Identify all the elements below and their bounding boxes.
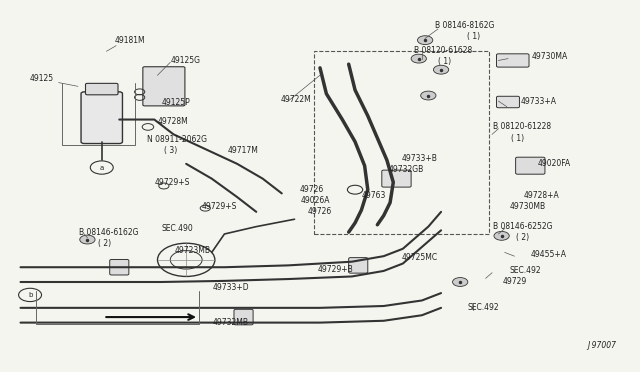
Text: ( 3): ( 3) bbox=[164, 147, 177, 155]
Text: B 08146-6162G: B 08146-6162G bbox=[79, 228, 139, 237]
Circle shape bbox=[420, 91, 436, 100]
FancyBboxPatch shape bbox=[109, 260, 129, 275]
Text: ( 1): ( 1) bbox=[467, 32, 480, 41]
Text: 49733+A: 49733+A bbox=[521, 97, 557, 106]
Text: 49763: 49763 bbox=[362, 191, 386, 200]
Text: 49726: 49726 bbox=[307, 207, 332, 217]
Bar bbox=[314, 51, 489, 234]
Text: 49125G: 49125G bbox=[170, 56, 200, 65]
Text: 49730MA: 49730MA bbox=[532, 52, 568, 61]
Text: B 08146-8162G: B 08146-8162G bbox=[435, 21, 494, 30]
Circle shape bbox=[417, 36, 433, 45]
Text: 49020FA: 49020FA bbox=[538, 159, 571, 169]
FancyBboxPatch shape bbox=[234, 310, 253, 325]
FancyBboxPatch shape bbox=[349, 258, 368, 273]
Circle shape bbox=[433, 65, 449, 74]
FancyBboxPatch shape bbox=[143, 67, 185, 106]
Text: 49125P: 49125P bbox=[162, 99, 191, 108]
Text: ( 1): ( 1) bbox=[511, 134, 524, 142]
Text: a: a bbox=[100, 164, 104, 170]
Text: SEC.490: SEC.490 bbox=[162, 224, 194, 233]
Text: 49728+A: 49728+A bbox=[524, 191, 559, 200]
Text: 49723MB: 49723MB bbox=[175, 246, 211, 255]
Text: ( 2): ( 2) bbox=[99, 239, 111, 248]
FancyBboxPatch shape bbox=[81, 92, 122, 144]
Circle shape bbox=[494, 231, 509, 240]
Text: 49732GB: 49732GB bbox=[389, 165, 424, 174]
Text: 49733+B: 49733+B bbox=[401, 154, 437, 163]
FancyBboxPatch shape bbox=[382, 170, 411, 187]
Text: 49455+A: 49455+A bbox=[531, 250, 566, 259]
FancyBboxPatch shape bbox=[86, 83, 118, 95]
Text: J 97007: J 97007 bbox=[588, 341, 616, 350]
Circle shape bbox=[80, 235, 95, 244]
Text: ( 1): ( 1) bbox=[438, 57, 451, 66]
Text: 49730MB: 49730MB bbox=[509, 202, 545, 211]
Text: B 08120-61628: B 08120-61628 bbox=[414, 46, 472, 55]
Text: 49729+B: 49729+B bbox=[318, 264, 354, 273]
Text: 49729+S: 49729+S bbox=[154, 178, 189, 187]
FancyBboxPatch shape bbox=[516, 157, 545, 174]
Text: 49181M: 49181M bbox=[115, 36, 145, 45]
Text: 49729: 49729 bbox=[503, 278, 527, 286]
Text: 49717M: 49717M bbox=[228, 147, 259, 155]
Text: SEC.492: SEC.492 bbox=[468, 303, 499, 312]
Text: N 08911-2062G: N 08911-2062G bbox=[147, 135, 207, 144]
Circle shape bbox=[411, 54, 426, 63]
Text: 49733+D: 49733+D bbox=[213, 283, 250, 292]
Text: 49728M: 49728M bbox=[157, 117, 188, 126]
Text: 49729+S: 49729+S bbox=[202, 202, 237, 211]
FancyBboxPatch shape bbox=[497, 96, 520, 108]
Text: 49026A: 49026A bbox=[301, 196, 330, 205]
Text: SEC.492: SEC.492 bbox=[510, 266, 541, 275]
Text: b: b bbox=[28, 292, 32, 298]
FancyBboxPatch shape bbox=[497, 54, 529, 67]
Text: 49726: 49726 bbox=[300, 185, 324, 194]
Text: B 08120-61228: B 08120-61228 bbox=[493, 122, 552, 131]
Text: 49125: 49125 bbox=[30, 74, 54, 83]
Circle shape bbox=[452, 278, 468, 286]
Text: B 08146-6252G: B 08146-6252G bbox=[493, 222, 553, 231]
Text: 49732MB: 49732MB bbox=[213, 318, 249, 327]
Text: ( 2): ( 2) bbox=[516, 233, 529, 242]
Text: 49725MC: 49725MC bbox=[401, 253, 438, 263]
Text: 49722M: 49722M bbox=[280, 95, 311, 104]
